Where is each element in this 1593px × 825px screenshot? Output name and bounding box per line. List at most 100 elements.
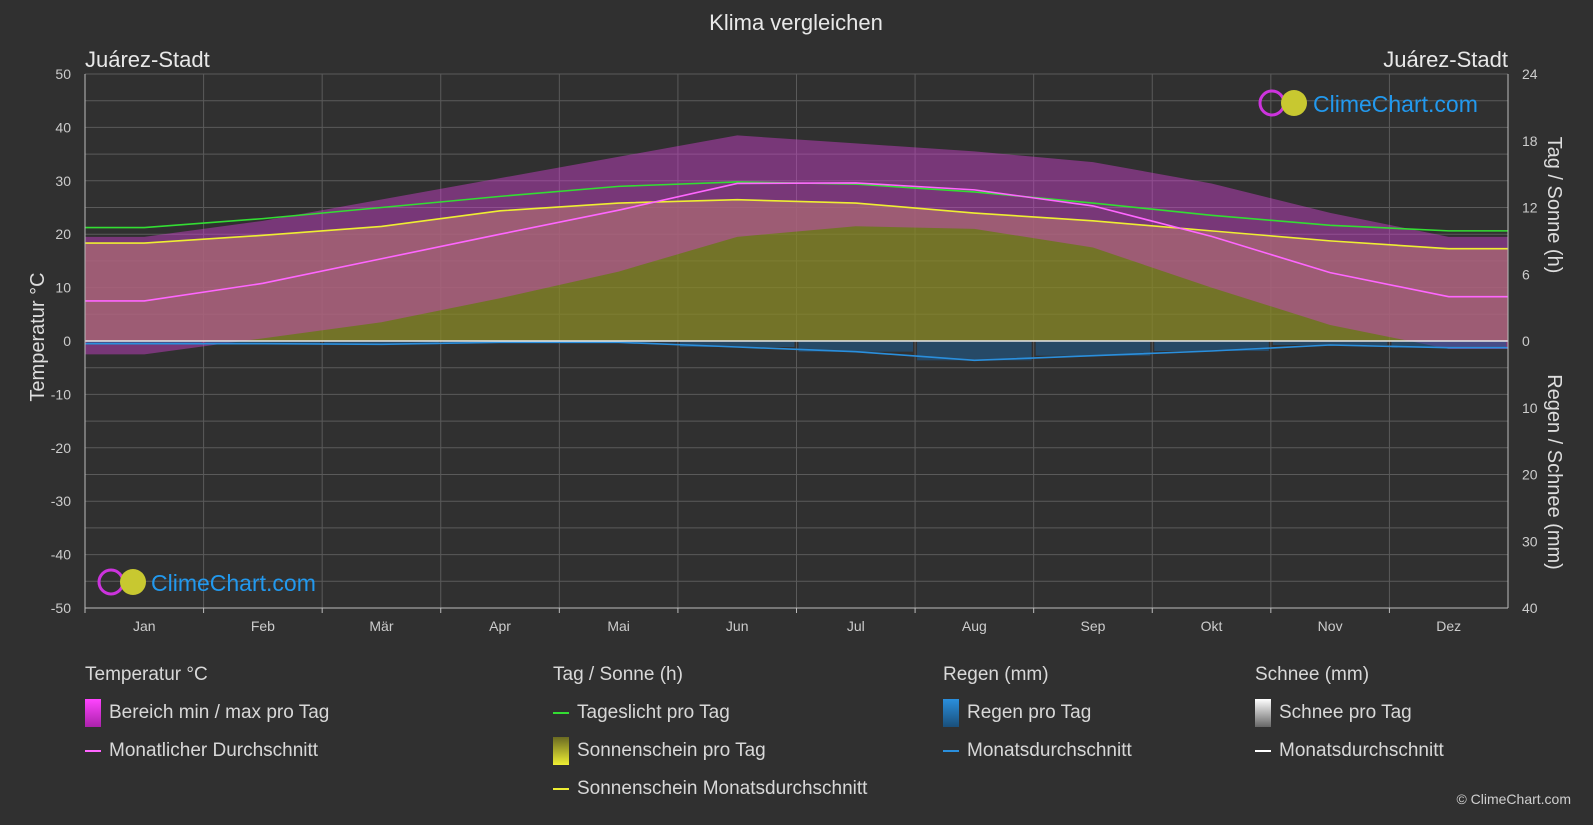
x-tick-label: Sep — [1080, 618, 1105, 634]
rain-bar — [324, 341, 439, 345]
legend-temperature: Temperatur °C Bereich min / max pro Tag … — [85, 662, 329, 776]
x-tick-label: Mär — [369, 618, 393, 634]
sunshine-avg-line — [85, 198, 1508, 250]
legend-item-label: Bereich min / max pro Tag — [109, 702, 330, 723]
temperature-avg-line — [85, 182, 1508, 302]
rain-bar — [205, 341, 321, 344]
series-lines — [85, 181, 1508, 362]
daylight-swatch — [553, 712, 569, 714]
watermark-top-text: ClimeChart.com — [1313, 91, 1478, 117]
watermark-top: ClimeChart.com — [1258, 89, 1478, 117]
climechart-logo-icon — [1258, 89, 1286, 117]
x-tick-label: Jul — [847, 618, 865, 634]
y-left-tick-label: 10 — [55, 280, 71, 296]
x-tick-label: Mai — [607, 618, 630, 634]
y-left-tick-label: -10 — [51, 386, 71, 402]
legend-item-label: Sonnenschein pro Tag — [577, 740, 766, 761]
location-right: Juárez-Stadt — [1383, 47, 1508, 72]
legend: Temperatur °C Bereich min / max pro Tag … — [0, 662, 1593, 812]
location-left: Juárez-Stadt — [85, 47, 210, 72]
x-tick-label: Aug — [962, 618, 987, 634]
y-left-tick-label: -20 — [51, 440, 71, 456]
legend-item-rain: Regen pro Tag — [943, 699, 1132, 727]
legend-sun-title: Tag / Sonne (h) — [553, 664, 683, 685]
rain-bar — [1391, 341, 1506, 348]
y-left-tick-label: -30 — [51, 493, 71, 509]
snow-swatch — [1255, 699, 1271, 727]
legend-item-sunshine: Sonnenschein pro Tag — [553, 737, 867, 765]
y-right-bottom-tick-label: 10 — [1522, 400, 1538, 416]
y-right-top-tick-label: 0 — [1522, 333, 1530, 349]
legend-temperature-title: Temperatur °C — [85, 664, 208, 685]
copyright: © ClimeChart.com — [1456, 791, 1571, 807]
legend-sun: Tag / Sonne (h) Tageslicht pro Tag Sonne… — [553, 662, 867, 814]
sunshine-fill — [85, 199, 1508, 341]
y-right-top-tick-label: 6 — [1522, 266, 1530, 282]
legend-item-temp-avg: Monatlicher Durchschnitt — [85, 738, 329, 764]
y-right-top-tick-label: 24 — [1522, 66, 1538, 82]
legend-item-label: Schnee pro Tag — [1279, 702, 1412, 723]
temp-avg-swatch — [85, 750, 101, 752]
sunshine-avg-swatch — [553, 788, 569, 790]
rain-bar — [1272, 341, 1388, 346]
axes: 50 40 30 20 10 0 -10 -20 -30 -40 -50 24 18 12 6 0 10 20 30… — [51, 66, 1538, 634]
temperature-range-area — [85, 135, 1508, 355]
legend-item-label: Tageslicht pro Tag — [577, 702, 730, 723]
watermark-bottom-text: ClimeChart.com — [151, 570, 316, 596]
legend-item-daylight: Tageslicht pro Tag — [553, 700, 867, 726]
x-tick-label: Nov — [1318, 618, 1343, 634]
y-right-top-tick-label: 18 — [1522, 133, 1538, 149]
watermark-bottom: ClimeChart.com — [97, 568, 316, 596]
y-left-tick-label: -50 — [51, 600, 71, 616]
sunshine-area — [85, 199, 1508, 341]
y-right-bottom-tick-label: 30 — [1522, 533, 1538, 549]
climechart-logo-sun — [1281, 90, 1307, 116]
legend-item-snow: Schnee pro Tag — [1255, 699, 1444, 727]
legend-item-label: Monatsdurchschnitt — [967, 740, 1132, 761]
x-tick-label: Okt — [1201, 618, 1223, 634]
y-right-top-label: Tag / Sonne (h) — [1543, 137, 1565, 274]
x-tick-label: Feb — [251, 618, 275, 634]
legend-item-label: Sonnenschein Monatsdurchschnitt — [577, 778, 868, 799]
x-tick-label: Jan — [133, 618, 156, 634]
rain-bar — [1154, 341, 1269, 352]
y-left-tick-label: 30 — [55, 173, 71, 189]
legend-item-temp-range: Bereich min / max pro Tag — [85, 699, 330, 727]
rain-bar — [1035, 341, 1151, 356]
rain-bar — [87, 341, 202, 344]
legend-item-label: Monatlicher Durchschnitt — [109, 740, 319, 761]
rain-swatch — [943, 699, 959, 727]
legend-item-label: Regen pro Tag — [967, 702, 1092, 723]
x-tick-label: Jun — [726, 618, 749, 634]
y-left-tick-label: 40 — [55, 119, 71, 135]
x-tick-label: Dez — [1436, 618, 1461, 634]
legend-item-rain-avg: Monatsdurchschnitt — [943, 738, 1132, 764]
legend-item-snow-avg: Monatsdurchschnitt — [1255, 738, 1444, 764]
temperature-range-band — [85, 135, 1508, 355]
rain-bar — [679, 341, 795, 348]
y-right-top-tick-label: 12 — [1522, 200, 1538, 216]
y-left-tick-label: 50 — [55, 66, 71, 82]
chart-title: Klima vergleichen — [709, 10, 883, 35]
rain-avg-line — [85, 341, 1508, 362]
legend-item-sunshine-avg: Sonnenschein Monatsdurchschnitt — [553, 776, 867, 802]
y-left-tick-label: -40 — [51, 547, 71, 563]
y-left-tick-label: 0 — [63, 333, 71, 349]
x-tick-label: Apr — [489, 618, 511, 634]
legend-snow-title: Schnee (mm) — [1255, 664, 1370, 685]
snow-avg-swatch — [1255, 750, 1271, 752]
legend-rain-title: Regen (mm) — [943, 664, 1049, 685]
rain-bar — [798, 341, 914, 352]
climechart-logo-sun — [120, 569, 146, 595]
legend-item-label: Monatsdurchschnitt — [1279, 740, 1444, 761]
y-right-bottom-label: Regen / Schnee (mm) — [1543, 374, 1565, 570]
sunshine-swatch — [553, 737, 569, 765]
rain-bar — [917, 341, 1032, 361]
y-left-tick-label: 20 — [55, 226, 71, 242]
y-left-label: Temperatur °C — [27, 272, 49, 401]
legend-rain: Regen (mm) Regen pro Tag Monatsdurchschn… — [943, 662, 1132, 776]
y-right-bottom-tick-label: 40 — [1522, 600, 1538, 616]
legend-snow: Schnee (mm) Schnee pro Tag Monatsdurchsc… — [1255, 662, 1444, 776]
temp-range-swatch — [85, 699, 101, 727]
climate-chart: Klima vergleichen Juárez-Stadt Juárez-St… — [27, 10, 1565, 634]
